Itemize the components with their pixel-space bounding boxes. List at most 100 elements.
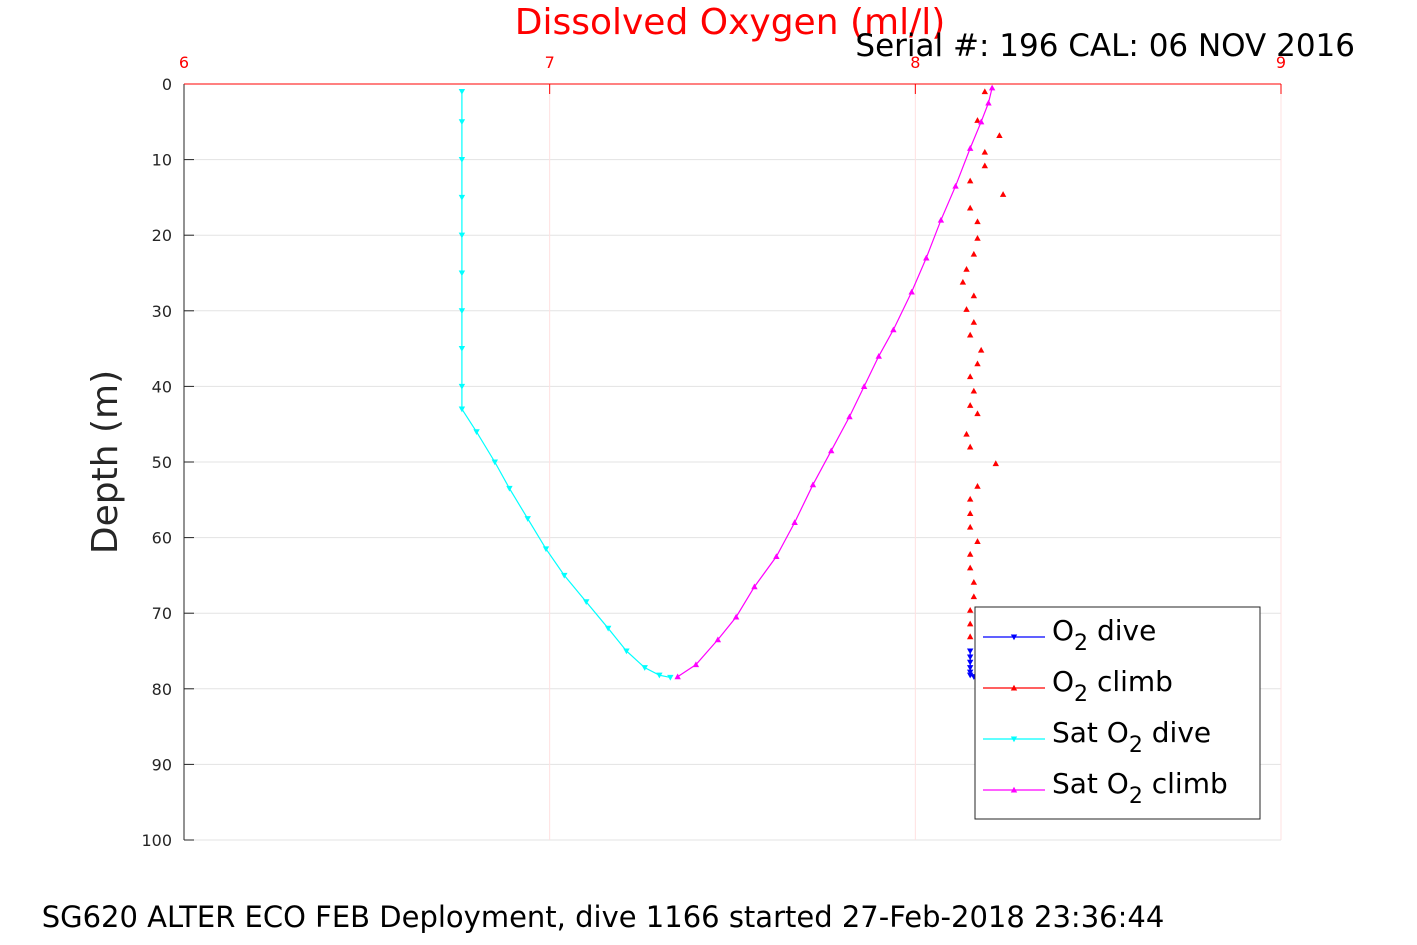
data-point [966, 373, 974, 380]
data-point [751, 583, 758, 590]
y-tick-label: 60 [152, 529, 172, 548]
data-point [966, 145, 974, 151]
y-tick-label: 70 [152, 604, 172, 623]
legend-swatch-marker [1010, 634, 1018, 641]
data-point [604, 625, 612, 632]
data-point [773, 553, 780, 560]
y-tick-label: 0 [162, 75, 172, 94]
data-point [966, 633, 974, 640]
data-point [974, 538, 981, 544]
y-tick-label: 40 [152, 377, 172, 396]
data-point [977, 346, 985, 353]
data-point [970, 318, 978, 325]
data-point [458, 232, 466, 239]
data-point [966, 523, 974, 530]
data-point [966, 443, 974, 450]
data-point [966, 654, 974, 661]
data-point [923, 254, 930, 261]
y-tick-label: 100 [141, 831, 172, 850]
data-point [966, 495, 974, 502]
data-point [966, 672, 974, 679]
data-point [458, 157, 466, 163]
legend-swatch-marker [1010, 684, 1018, 691]
data-point [860, 383, 868, 389]
data-point [458, 270, 466, 277]
data-point [966, 204, 974, 211]
data-point [714, 636, 722, 643]
data-point [974, 360, 981, 367]
data-point [966, 669, 974, 676]
data-point [506, 485, 513, 492]
data-point [985, 99, 992, 106]
data-point [473, 429, 480, 435]
legend-item: O2 climb [983, 665, 1173, 707]
data-point [992, 460, 999, 467]
legend-label: O2 dive [1052, 614, 1156, 656]
data-point [970, 250, 978, 257]
y-tick-label: 10 [152, 151, 172, 170]
data-point [952, 182, 959, 189]
data-point [641, 665, 648, 671]
data-point [974, 117, 981, 123]
data-point [966, 648, 974, 655]
legend-swatch-marker [1010, 736, 1018, 743]
data-point [828, 447, 835, 454]
data-point [970, 593, 978, 600]
data-point [970, 292, 978, 299]
data-point [974, 218, 981, 225]
x-tick-label: 6 [179, 53, 189, 72]
data-point [583, 599, 590, 606]
data-point [458, 406, 466, 413]
data-point [981, 162, 989, 169]
data-point [458, 194, 466, 201]
data-point [458, 119, 466, 125]
data-point [908, 288, 915, 295]
data-point [974, 410, 981, 417]
series-o2-climb [959, 88, 1007, 640]
data-point [999, 191, 1007, 197]
data-point [937, 216, 945, 223]
y-axis-label: Depth (m) [85, 370, 126, 554]
data-point [491, 459, 499, 466]
data-point [966, 402, 974, 408]
y-tick-label: 20 [152, 226, 172, 245]
legend-swatch-marker [1010, 786, 1018, 793]
chart-title: Dissolved Oxygen (ml/l) [515, 2, 946, 43]
data-point [966, 510, 974, 516]
legend-label: Sat O2 dive [1052, 716, 1211, 758]
data-point [692, 661, 700, 668]
legend-box [974, 606, 1261, 820]
legend-item: Sat O2 climb [983, 767, 1228, 809]
legend-label: Sat O2 climb [1052, 767, 1228, 809]
legend: O2 dive O2 climb Sat O2 dive Sat O2 climb [974, 606, 1261, 820]
data-point [458, 89, 466, 95]
x-tick-label: 7 [545, 53, 555, 72]
data-point [875, 352, 882, 359]
data-point [996, 132, 1003, 138]
data-point [966, 606, 974, 613]
footer-caption: SG620 ALTER ECO FEB Deployment, dive 116… [42, 900, 1165, 934]
data-point [809, 481, 817, 488]
data-point [966, 331, 974, 338]
chart-subtitle: Serial #: 196 CAL: 06 NOV 2016 [855, 28, 1355, 64]
data-point [458, 346, 466, 352]
y-tick-label: 90 [152, 755, 172, 774]
data-point [966, 551, 974, 557]
data-point [732, 613, 740, 620]
data-point [988, 84, 996, 91]
series-line [461, 91, 671, 679]
x-tick-label: 9 [1276, 53, 1286, 72]
data-point [977, 118, 985, 125]
y-tick-label: 80 [152, 680, 172, 699]
data-point [963, 266, 970, 272]
legend-item: O2 dive [983, 614, 1156, 656]
data-point [959, 278, 967, 285]
legend-label: O2 climb [1052, 665, 1173, 707]
data-point [542, 546, 550, 553]
data-point [561, 572, 568, 579]
data-point [963, 430, 970, 437]
data-point [524, 516, 531, 522]
series-sat-dive [458, 89, 674, 681]
series-sat-climb [674, 84, 996, 680]
